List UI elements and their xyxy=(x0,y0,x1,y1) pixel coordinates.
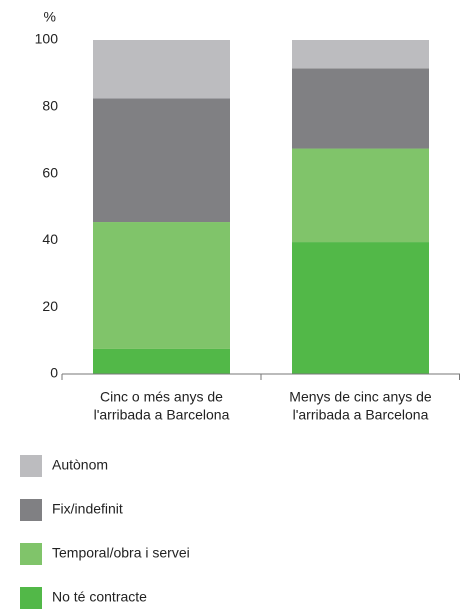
y-tick-label: 80 xyxy=(42,98,58,114)
bar-segment xyxy=(93,222,230,349)
bar-segment xyxy=(93,40,230,99)
legend-label: No té contracte xyxy=(52,589,147,605)
bar-segment xyxy=(292,242,429,374)
legend-label: Autònom xyxy=(52,457,108,473)
x-tick-label: Cinc o més anys de xyxy=(100,389,223,405)
y-tick-label: 20 xyxy=(42,298,58,314)
bar-segment xyxy=(292,40,429,69)
bar-segment xyxy=(93,98,230,223)
legend-label: Fix/indefinit xyxy=(52,501,123,517)
x-tick-label: Menys de cinc anys de xyxy=(289,389,432,405)
y-axis-label: % xyxy=(44,9,56,25)
y-tick-label: 0 xyxy=(50,365,58,381)
x-tick-label: l'arribada a Barcelona xyxy=(293,407,429,423)
legend-swatch xyxy=(20,455,42,477)
legend-swatch xyxy=(20,499,42,521)
legend-label: Temporal/obra i servei xyxy=(52,545,190,561)
bar-segment xyxy=(292,68,429,149)
y-tick-label: 60 xyxy=(42,164,58,180)
legend-swatch xyxy=(20,587,42,609)
y-tick-label: 100 xyxy=(35,31,59,47)
y-tick-label: 40 xyxy=(42,231,58,247)
legend-swatch xyxy=(20,543,42,565)
x-tick-label: l'arribada a Barcelona xyxy=(94,407,230,423)
bar-segment xyxy=(292,148,429,243)
bar-segment xyxy=(93,348,230,374)
